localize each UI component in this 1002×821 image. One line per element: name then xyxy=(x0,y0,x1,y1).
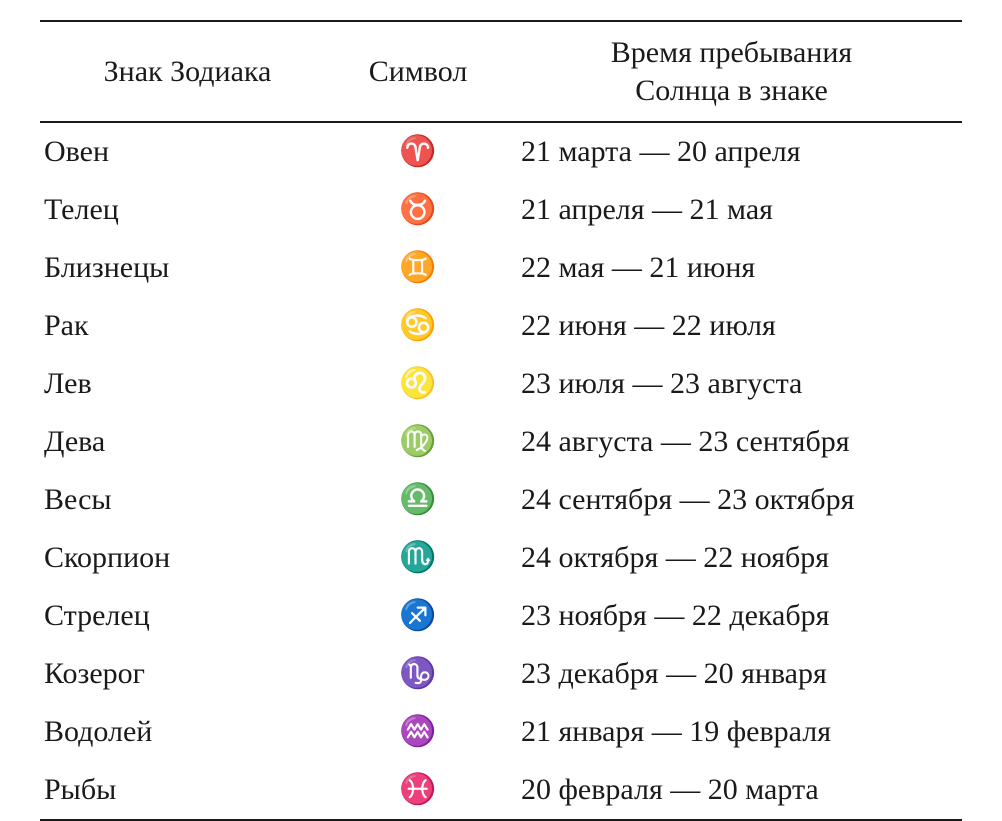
col-header-sign: Знак Зодиака xyxy=(40,21,335,122)
table-row: Стрелец ♐ 23 ноября — 22 декабря xyxy=(40,587,962,645)
cell-sign: Близнецы xyxy=(40,239,335,297)
zodiac-table: Знак Зодиака Символ Время пребывания Сол… xyxy=(40,20,962,821)
col-header-dates-line2: Солнца в знаке xyxy=(635,74,828,107)
cell-symbol: ♊ xyxy=(335,239,501,297)
table-row: Рак ♋ 22 июня — 22 июля xyxy=(40,297,962,355)
cell-dates: 24 августа — 23 сентября xyxy=(501,413,962,471)
cell-dates: 20 февраля — 20 марта xyxy=(501,761,962,820)
cell-sign: Телец xyxy=(40,181,335,239)
cell-symbol: ♌ xyxy=(335,355,501,413)
cell-dates: 21 апреля — 21 мая xyxy=(501,181,962,239)
cell-sign: Овен xyxy=(40,122,335,181)
table-row: Телец ♉ 21 апреля — 21 мая xyxy=(40,181,962,239)
cell-dates: 22 июня — 22 июля xyxy=(501,297,962,355)
cell-sign: Скорпион xyxy=(40,529,335,587)
cell-sign: Козерог xyxy=(40,645,335,703)
table-header: Знак Зодиака Символ Время пребывания Сол… xyxy=(40,21,962,122)
cell-sign: Весы xyxy=(40,471,335,529)
table-row: Козерог ♑ 23 декабря — 20 января xyxy=(40,645,962,703)
table-row: Овен ♈ 21 марта — 20 апреля xyxy=(40,122,962,181)
cell-symbol: ♈ xyxy=(335,122,501,181)
cell-symbol: ♎ xyxy=(335,471,501,529)
header-row: Знак Зодиака Символ Время пребывания Сол… xyxy=(40,21,962,122)
col-header-dates-line1: Время пребывания xyxy=(611,36,852,69)
cell-dates: 23 декабря — 20 января xyxy=(501,645,962,703)
cell-symbol: ♋ xyxy=(335,297,501,355)
col-header-symbol: Символ xyxy=(335,21,501,122)
cell-symbol: ♏ xyxy=(335,529,501,587)
table-row: Близнецы ♊ 22 мая — 21 июня xyxy=(40,239,962,297)
table-body: Овен ♈ 21 марта — 20 апреля Телец ♉ 21 а… xyxy=(40,122,962,820)
table-row: Лев ♌ 23 июля — 23 августа xyxy=(40,355,962,413)
table-row: Рыбы ♓ 20 февраля — 20 марта xyxy=(40,761,962,820)
cell-sign: Дева xyxy=(40,413,335,471)
table-row: Водолей ♒ 21 января — 19 февраля xyxy=(40,703,962,761)
col-header-dates: Время пребывания Солнца в знаке xyxy=(501,21,962,122)
cell-sign: Водолей xyxy=(40,703,335,761)
cell-dates: 21 марта — 20 апреля xyxy=(501,122,962,181)
cell-symbol: ♑ xyxy=(335,645,501,703)
cell-sign: Рак xyxy=(40,297,335,355)
table-row: Скорпион ♏ 24 октября — 22 ноября xyxy=(40,529,962,587)
cell-sign: Рыбы xyxy=(40,761,335,820)
cell-dates: 22 мая — 21 июня xyxy=(501,239,962,297)
cell-symbol: ♐ xyxy=(335,587,501,645)
cell-symbol: ♓ xyxy=(335,761,501,820)
cell-symbol: ♍ xyxy=(335,413,501,471)
cell-dates: 24 сентября — 23 октября xyxy=(501,471,962,529)
table-row: Дева ♍ 24 августа — 23 сентября xyxy=(40,413,962,471)
table-row: Весы ♎ 24 сентября — 23 октября xyxy=(40,471,962,529)
cell-dates: 23 ноября — 22 декабря xyxy=(501,587,962,645)
cell-sign: Стрелец xyxy=(40,587,335,645)
cell-dates: 21 января — 19 февраля xyxy=(501,703,962,761)
cell-dates: 24 октября — 22 ноября xyxy=(501,529,962,587)
zodiac-table-page: Знак Зодиака Символ Время пребывания Сол… xyxy=(0,0,1002,800)
cell-dates: 23 июля — 23 августа xyxy=(501,355,962,413)
cell-symbol: ♉ xyxy=(335,181,501,239)
cell-sign: Лев xyxy=(40,355,335,413)
cell-symbol: ♒ xyxy=(335,703,501,761)
